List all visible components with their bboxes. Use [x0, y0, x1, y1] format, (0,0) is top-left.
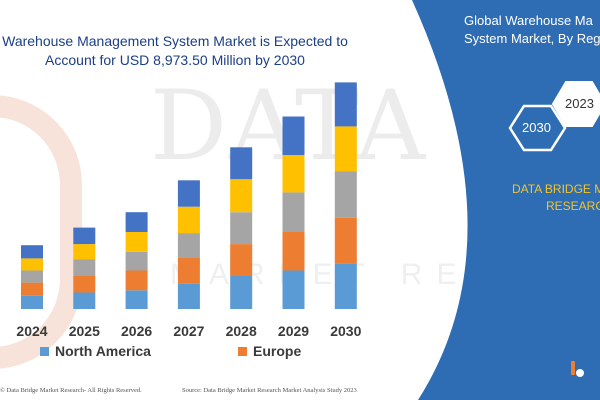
bar-segment-2030-series-1 [334, 217, 357, 264]
bar-segment-2026-series-1 [125, 270, 148, 291]
legend-swatch-europe [238, 346, 247, 356]
bar-segment-2024-series-1 [21, 282, 43, 296]
bar-segment-2025-series-4 [73, 227, 96, 245]
bar-segment-2025-series-3 [73, 244, 96, 260]
bar-segment-2027-series-1 [177, 257, 200, 284]
x-tick-label-2029: 2029 [278, 323, 309, 339]
chart-title-line2: Account for USD 8,973.50 Million by 2030 [45, 52, 305, 68]
legend-item-europe: Europe [238, 343, 301, 359]
bar-segment-2025-series-1 [73, 276, 96, 293]
bar-segment-2029-series-4 [282, 116, 305, 155]
legend-label-north-america: North America [55, 343, 151, 359]
panel-brand-line2: RESEARC [546, 199, 600, 213]
panel-brand: DATA BRIDGE M RESEARC [512, 181, 600, 215]
panel-brand-line1: DATA BRIDGE M [512, 182, 600, 196]
bar-segment-2026-series-0 [125, 290, 148, 309]
panel-title-line2: System Market, By Reg [464, 31, 600, 46]
bar-segment-2028-series-3 [230, 179, 253, 213]
legend-swatch-north-america [40, 346, 49, 356]
bar-segment-2029-series-1 [282, 232, 305, 271]
bar-segment-2028-series-4 [230, 147, 253, 180]
bar-segment-2030-series-4 [334, 82, 357, 127]
bar-segment-2029-series-3 [282, 155, 305, 193]
x-tick-label-2030: 2030 [330, 323, 361, 339]
bar-segment-2026-series-4 [125, 212, 148, 232]
bar-segment-2024-series-0 [21, 295, 43, 309]
x-tick-label-2026: 2026 [121, 323, 152, 339]
x-tick-label-2027: 2027 [173, 323, 204, 339]
bar-segment-2027-series-3 [177, 206, 200, 234]
bar-segment-2025-series-0 [73, 292, 96, 309]
hex-2030-icon [508, 104, 567, 152]
bar-segment-2026-series-2 [125, 251, 148, 271]
bar-segment-2029-series-0 [282, 270, 305, 309]
bar-segment-2028-series-1 [230, 244, 253, 276]
x-tick-label-2028: 2028 [226, 323, 257, 339]
bar-segment-2030-series-2 [334, 171, 357, 218]
bar-segment-2024-series-4 [21, 245, 43, 259]
bar-segment-2026-series-3 [125, 232, 148, 252]
x-tick-label-2024: 2024 [16, 323, 47, 339]
bar-segment-2028-series-2 [230, 212, 253, 245]
bar-segment-2024-series-3 [21, 258, 43, 271]
x-tick-label-2025: 2025 [69, 323, 100, 339]
chart-title-line1: Warehouse Management System Market is Ex… [2, 33, 348, 49]
panel-background [412, 0, 600, 400]
legend-item-north-america: North America [40, 343, 151, 359]
brand-logo-icon [571, 361, 589, 382]
hex-2023-label: 2023 [565, 96, 594, 111]
bar-segment-2030-series-3 [334, 126, 357, 172]
bar-segment-2029-series-2 [282, 192, 305, 232]
legend-label-europe: Europe [253, 343, 302, 359]
hex-2023-icon [551, 81, 600, 127]
bar-segment-2027-series-0 [177, 283, 200, 309]
bar-segment-2028-series-0 [230, 276, 253, 309]
bar-segment-2024-series-2 [21, 270, 43, 283]
panel-title: Global Warehouse Ma System Market, By Re… [464, 12, 600, 48]
panel-title-line1: Global Warehouse Ma [464, 13, 593, 28]
bar-segment-2027-series-2 [177, 233, 200, 258]
chart-title: Warehouse Management System Market is Ex… [0, 32, 350, 70]
bar-segment-2025-series-2 [73, 259, 96, 276]
hex-2030-label: 2030 [522, 120, 551, 135]
bar-segment-2030-series-0 [334, 263, 357, 309]
footer-copyright: © Data Bridge Market Research- All Right… [0, 387, 142, 394]
bar-segment-2027-series-4 [177, 180, 200, 207]
footer-source: Source: Data Bridge Market Research Mark… [182, 387, 357, 394]
